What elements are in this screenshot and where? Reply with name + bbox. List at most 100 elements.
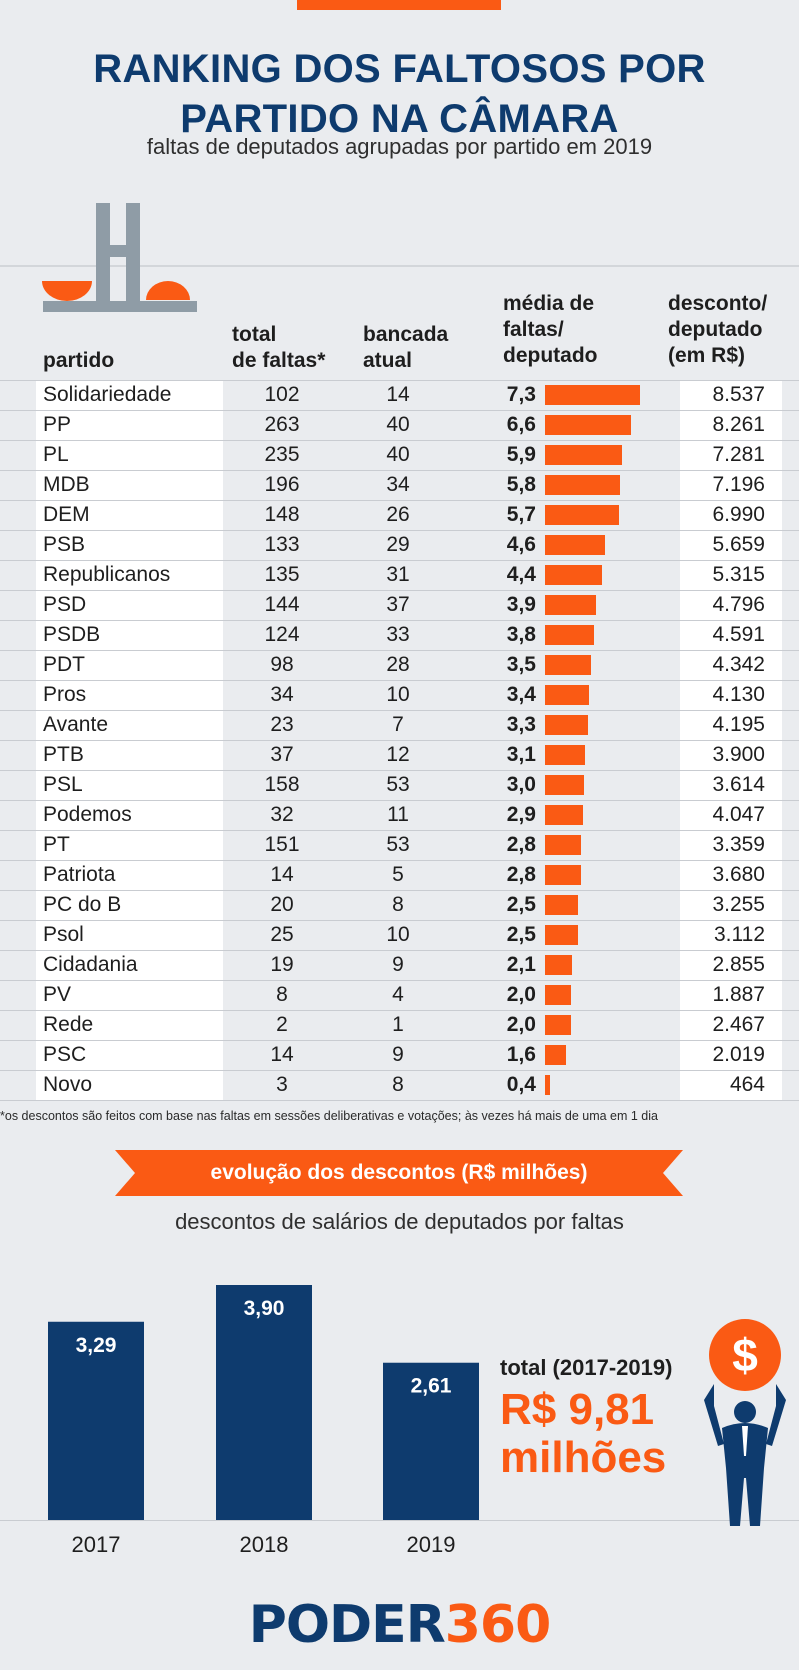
average-bar xyxy=(545,835,581,855)
party-name: DEM xyxy=(43,503,90,526)
row-divider xyxy=(0,1040,799,1041)
discount-value: 4.047 xyxy=(712,803,765,826)
page-title: RANKING DOS FALTOSOS POR PARTIDO NA CÂMA… xyxy=(0,44,799,144)
bar-2019 xyxy=(383,1362,479,1520)
table-row: Rede 2 1 2,0 2.467 xyxy=(0,1010,799,1040)
table-row: Podemos 32 11 2,9 4.047 xyxy=(0,800,799,830)
chart-subtitle: descontos de salários de deputados por f… xyxy=(175,1209,624,1234)
total-absences: 19 xyxy=(270,953,294,976)
party-name: PC do B xyxy=(43,893,122,916)
section-ribbon-label: evolução dos descontos (R$ milhões) xyxy=(210,1161,588,1184)
average-value: 2,0 xyxy=(506,1013,536,1036)
party-name: Solidariedade xyxy=(43,383,172,406)
party-name: PDT xyxy=(43,653,85,676)
row-divider xyxy=(0,560,799,561)
party-name: PSC xyxy=(43,1043,87,1066)
bench-size: 53 xyxy=(386,773,410,796)
average-value: 7,3 xyxy=(506,383,536,406)
party-name: Pros xyxy=(43,683,87,706)
table-row: PSB 133 29 4,6 5.659 xyxy=(0,530,799,560)
bench-size: 53 xyxy=(386,833,410,856)
discount-value: 6.990 xyxy=(712,503,765,526)
bench-size: 37 xyxy=(386,593,410,616)
discount-value: 4.591 xyxy=(712,623,765,646)
total-absences: 133 xyxy=(264,533,300,556)
bench-size: 14 xyxy=(386,383,410,406)
table-row: Psol 25 10 2,5 3.112 xyxy=(0,920,799,950)
row-divider xyxy=(0,860,799,861)
row-divider xyxy=(0,920,799,921)
title-line-1: RANKING DOS FALTOSOS POR xyxy=(93,47,706,91)
table-row: PTB 37 12 3,1 3.900 xyxy=(0,740,799,770)
total-absences: 144 xyxy=(264,593,300,616)
table-row: Solidariedade 102 14 7,3 8.537 xyxy=(0,380,799,410)
bench-size: 33 xyxy=(386,623,410,646)
party-name: PSD xyxy=(43,593,87,616)
bench-size: 9 xyxy=(392,1043,404,1066)
bench-size: 9 xyxy=(392,953,404,976)
party-name: Patriota xyxy=(43,863,116,886)
table-row: PC do B 20 8 2,5 3.255 xyxy=(0,890,799,920)
table-row: PDT 98 28 3,5 4.342 xyxy=(0,650,799,680)
total-absences: 196 xyxy=(264,473,300,496)
average-value: 3,5 xyxy=(506,653,536,676)
table-row: DEM 148 26 5,7 6.990 xyxy=(0,500,799,530)
row-divider xyxy=(0,410,799,411)
average-value: 3,9 xyxy=(506,593,536,616)
bench-size: 31 xyxy=(386,563,410,586)
total-absences: 25 xyxy=(270,923,294,946)
total-absences: 23 xyxy=(270,713,294,736)
discount-value: 2.467 xyxy=(712,1013,765,1036)
total-absences: 148 xyxy=(264,503,300,526)
row-divider xyxy=(0,470,799,471)
table-row: Pros 34 10 3,4 4.130 xyxy=(0,680,799,710)
average-value: 5,7 xyxy=(506,503,536,526)
total-absences: 32 xyxy=(270,803,294,826)
total-absences: 37 xyxy=(270,743,294,766)
average-value: 0,4 xyxy=(506,1073,536,1096)
total-absences: 14 xyxy=(270,1043,294,1066)
row-divider xyxy=(0,980,799,981)
column-header-average: média de faltas/deputado xyxy=(503,292,598,367)
average-value: 2,8 xyxy=(506,833,536,856)
average-value: 5,8 xyxy=(506,473,536,496)
party-name: PT xyxy=(43,833,70,856)
average-value: 4,4 xyxy=(506,563,536,586)
average-value: 3,3 xyxy=(506,713,536,736)
table-row: PSC 14 9 1,6 2.019 xyxy=(0,1040,799,1070)
x-tick-label: 2018 xyxy=(240,1532,289,1557)
table-row: PT 151 53 2,8 3.359 xyxy=(0,830,799,860)
top-accent-bar xyxy=(297,0,501,10)
average-bar xyxy=(545,775,584,795)
average-value: 4,6 xyxy=(506,533,536,556)
table-top-divider xyxy=(0,265,799,267)
poder360-logo: PODER360 xyxy=(248,1595,552,1655)
row-divider xyxy=(0,740,799,741)
total-absences: 14 xyxy=(270,863,294,886)
discount-value: 1.887 xyxy=(712,983,765,1006)
table-row: PL 235 40 5,9 7.281 xyxy=(0,440,799,470)
total-absences: 34 xyxy=(270,683,294,706)
total-absences: 263 xyxy=(264,413,300,436)
discount-value: 3.614 xyxy=(712,773,765,796)
average-bar xyxy=(545,895,578,915)
bench-size: 40 xyxy=(386,443,410,466)
party-name: PL xyxy=(43,443,69,466)
average-bar xyxy=(545,865,581,885)
discount-value: 2.855 xyxy=(712,953,765,976)
average-bar xyxy=(545,745,585,765)
discount-value: 4.195 xyxy=(712,713,765,736)
row-divider xyxy=(0,380,799,381)
table-row: PV 8 4 2,0 1.887 xyxy=(0,980,799,1010)
average-value: 2,9 xyxy=(506,803,536,826)
discount-value: 5.315 xyxy=(712,563,765,586)
bench-size: 10 xyxy=(386,923,410,946)
bench-size: 40 xyxy=(386,413,410,436)
average-value: 1,6 xyxy=(506,1043,536,1066)
average-bar xyxy=(545,415,631,435)
x-tick-label: 2017 xyxy=(72,1532,121,1557)
average-value: 3,0 xyxy=(506,773,536,796)
discount-value: 8.261 xyxy=(712,413,765,436)
discount-value: 3.900 xyxy=(712,743,765,766)
bar-2018 xyxy=(216,1285,312,1520)
